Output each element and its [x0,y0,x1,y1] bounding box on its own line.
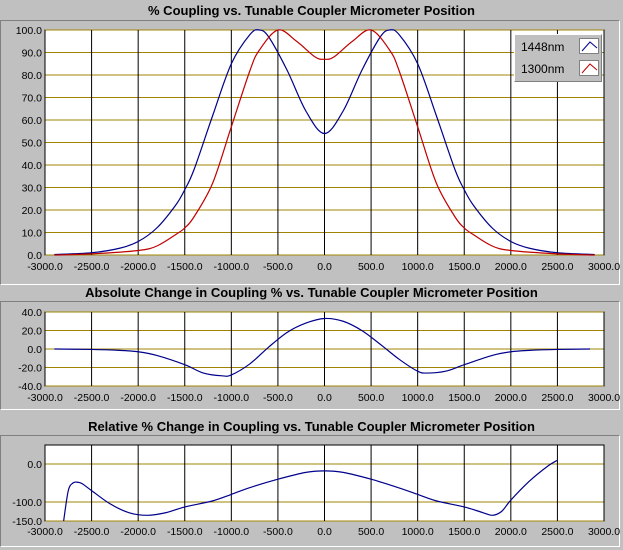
chart-3-series-1-line [63,459,558,522]
chart-3-frame [0,435,620,547]
chart-1-y-tick-label: 80.0 [22,70,43,82]
legend-line-1300nm-icon [581,63,598,74]
chart-2-y-tick-label: -40.0 [18,381,42,393]
chart-1-x-tick-label: 1500.0 [448,261,480,273]
chart-1-frame [0,20,620,285]
chart-2-x-tick-label: 1000.0 [402,392,434,404]
chart-3-y-tick-label: 0.0 [27,459,42,471]
chart-1-y-tick-label: 50.0 [22,138,43,150]
chart-3-x-tick-label: -500.0 [263,526,293,538]
chart-2-x-tick-label: -3000.0 [27,392,63,404]
chart-1-y-tick-label: 10.0 [22,228,43,240]
legend-swatch-1448nm [579,38,599,54]
chart-3-x-tick-label: -3000.0 [27,526,63,538]
chart-1-x-tick-label: -2000.0 [120,261,156,273]
chart-2-x-tick-label: -2000.0 [120,392,156,404]
chart-3-x-tick-label: -1000.0 [214,526,250,538]
chart-3-y-tick-label: -100.0 [12,497,42,509]
chart-1-x-tick-label: -500.0 [263,261,293,273]
chart-2-x-tick-label: -2500.0 [74,392,110,404]
chart-2-x-tick-label: -1000.0 [214,392,250,404]
chart-2-frame [0,301,620,410]
chart-1-y-tick-label: 0.0 [27,250,42,262]
legend-label-1448nm: 1448nm [521,40,565,54]
chart-1-y-tick-label: 60.0 [22,115,43,127]
chart-1-x-tick-label: -1000.0 [214,261,250,273]
chart-2-y-tick-label: -20.0 [18,363,42,375]
chart-2-title: Absolute Change in Coupling % vs. Tunabl… [85,285,538,300]
chart-3-y-tick-label: -150.0 [12,516,42,528]
chart-2-x-tick-label: 2000.0 [495,392,527,404]
chart-3-x-tick-label: 500.0 [358,526,384,538]
chart-1-x-tick-label: 1000.0 [402,261,434,273]
chart-1-legend: 1448nm 1300nm [514,34,602,82]
chart-1-x-tick-label: -3000.0 [27,261,63,273]
chart-1-y-tick-label: 40.0 [22,160,43,172]
chart-1-title: % Coupling vs. Tunable Coupler Micromete… [148,3,475,18]
legend-line-1448nm-icon [581,41,598,52]
chart-2-series-1-line [54,317,591,377]
chart-1-y-tick-label: 20.0 [22,205,43,217]
chart-2-x-tick-label: 3000.0 [588,392,620,404]
chart-2-y-tick-label: 40.0 [22,307,43,319]
chart-1-x-tick-label: -2500.0 [74,261,110,273]
chart-1-series-1300nm-line [54,29,595,256]
chart-1-x-tick-label: 2000.0 [495,261,527,273]
chart-1-y-tick-label: 90.0 [22,48,43,60]
chart-1-x-tick-label: 500.0 [358,261,384,273]
legend-label-1300nm: 1300nm [521,62,565,76]
chart-2-y-tick-label: 0.0 [27,344,42,356]
chart-1-y-tick-label: 100.0 [16,25,42,37]
chart-2-x-tick-label: 0.0 [317,392,332,404]
chart-3-x-tick-label: -2500.0 [74,526,110,538]
legend-swatch-1300nm [579,60,599,76]
chart-1-y-tick-label: 30.0 [22,183,43,195]
chart-1-x-tick-label: 0.0 [317,261,332,273]
chart-1-y-tick-label: 70.0 [22,93,43,105]
chart-3-x-tick-label: 0.0 [317,526,332,538]
chart-3-x-tick-label: 2500.0 [541,526,573,538]
chart-2-x-tick-label: 500.0 [358,392,384,404]
chart-3-title: Relative % Change in Coupling vs. Tunabl… [88,419,535,434]
legend-entry-1448nm: 1448nm [519,37,601,57]
chart-3-x-tick-label: 1500.0 [448,526,480,538]
legend-entry-1300nm: 1300nm [519,59,601,79]
chart-2-x-tick-label: 2500.0 [541,392,573,404]
chart-2-x-tick-label: 1500.0 [448,392,480,404]
chart-2-x-tick-label: -500.0 [263,392,293,404]
chart-2-x-tick-label: -1500.0 [167,392,203,404]
chart-1-x-tick-label: 3000.0 [588,261,620,273]
chart-3-x-tick-label: -2000.0 [120,526,156,538]
chart-3-x-tick-label: 2000.0 [495,526,527,538]
chart-2-y-tick-label: 20.0 [22,326,43,338]
chart-1-x-tick-label: 2500.0 [541,261,573,273]
chart-3-x-tick-label: 3000.0 [588,526,620,538]
chart-3-x-tick-label: 1000.0 [402,526,434,538]
chart-3-x-tick-label: -1500.0 [167,526,203,538]
chart-1-x-tick-label: -1500.0 [167,261,203,273]
chart-1-series-1448nm-line [54,29,595,256]
